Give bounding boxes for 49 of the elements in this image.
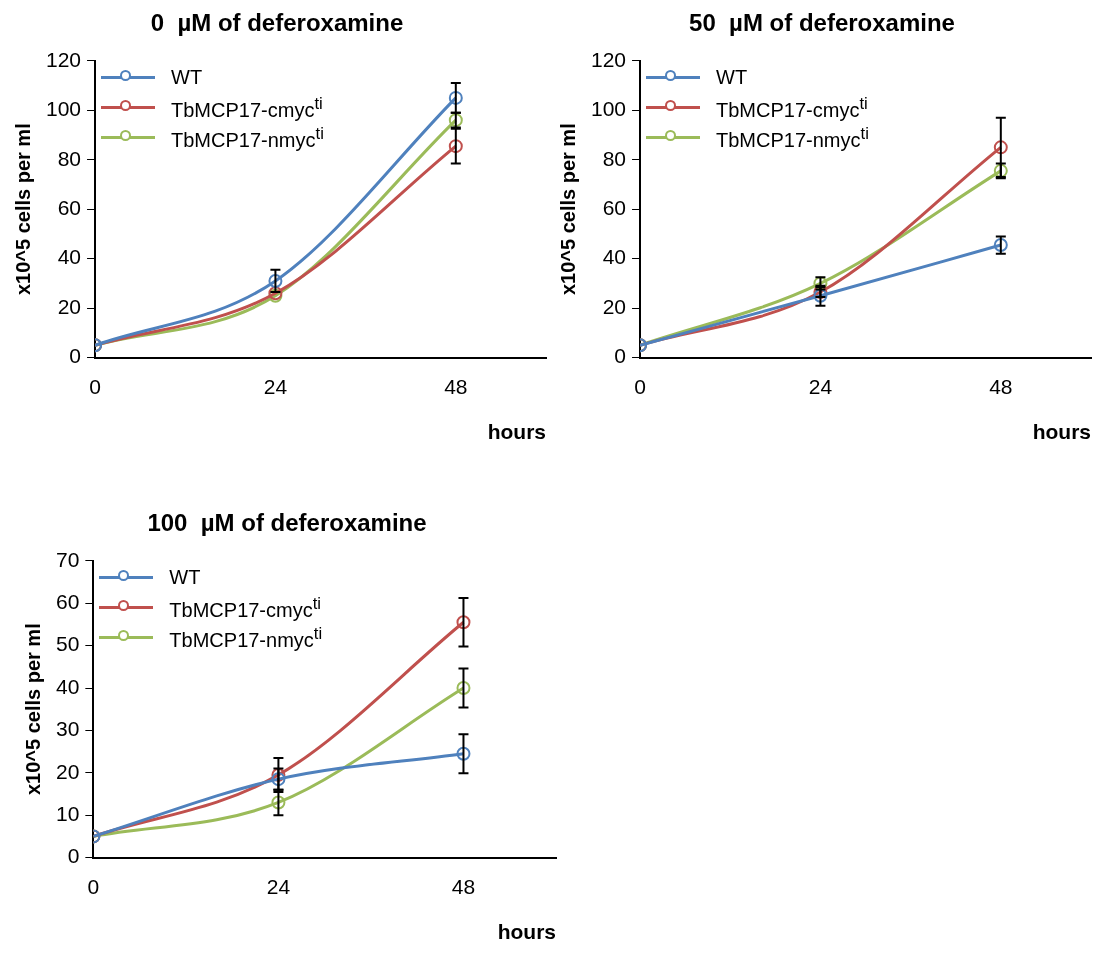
legend-label: WT — [169, 566, 201, 590]
x-tick-label: 24 — [266, 875, 291, 898]
x-tick-label: 48 — [444, 375, 468, 398]
y-axis-title: x10^5 cells per ml — [11, 123, 34, 296]
y-tick-label: 20 — [602, 294, 627, 318]
y-tick-label: 40 — [602, 245, 627, 269]
x-axis-title: hours — [497, 920, 556, 944]
legend-label: TbMCP17-nmyc$^{ti}$ — [169, 623, 323, 652]
y-tick-label: 120 — [45, 47, 82, 71]
chart-title: 0 µM of deferoxamine — [150, 9, 404, 37]
y-axis-title: x10^5 cells per ml — [21, 623, 44, 796]
y-tick-label: 120 — [590, 47, 627, 71]
y-tick-label: 0 — [67, 844, 80, 868]
y-tick-label: 70 — [56, 547, 80, 571]
y-tick-label: 0 — [69, 344, 82, 368]
legend-label: TbMCP17-cmyc$^{ti}$ — [171, 93, 323, 122]
legend-label: TbMCP17-nmyc$^{ti}$ — [716, 123, 869, 152]
legend-label: WT — [171, 66, 203, 90]
x-tick-label: 0 — [89, 375, 101, 398]
y-tick-label: 60 — [57, 196, 82, 219]
y-tick-label: 50 — [56, 632, 80, 656]
chart-title: 50 µM of deferoxamine — [689, 9, 955, 37]
y-tick-label: 100 — [45, 97, 82, 121]
x-tick-label: 24 — [263, 375, 288, 398]
x-axis-title: hours — [487, 420, 546, 444]
y-tick-label: 40 — [57, 245, 82, 269]
x-axis-title: hours — [1032, 420, 1091, 444]
x-tick-label: 48 — [989, 375, 1013, 398]
y-tick-label: 20 — [57, 294, 82, 318]
x-tick-label: 24 — [808, 375, 833, 398]
y-tick-label: 100 — [590, 97, 627, 121]
x-tick-label: 0 — [634, 375, 646, 398]
legend-label: TbMCP17-cmyc$^{ti}$ — [169, 593, 322, 622]
y-axis-title: x10^5 cells per ml — [556, 123, 579, 296]
legend-label: TbMCP17-cmyc$^{ti}$ — [716, 93, 868, 122]
y-tick-label: 40 — [56, 674, 80, 698]
y-tick-label: 10 — [56, 802, 80, 825]
y-tick-label: 30 — [56, 717, 80, 741]
y-tick-label: 60 — [602, 196, 627, 219]
y-tick-label: 60 — [56, 590, 80, 613]
x-tick-label: 0 — [87, 875, 100, 898]
legend-label: WT — [716, 66, 748, 90]
y-tick-label: 0 — [614, 344, 627, 368]
y-tick-label: 80 — [602, 146, 627, 170]
y-tick-label: 80 — [57, 146, 82, 170]
x-tick-label: 48 — [451, 875, 476, 898]
legend-label: TbMCP17-nmyc$^{ti}$ — [171, 123, 324, 152]
chart-title: 100 µM of deferoxamine — [147, 509, 427, 537]
y-tick-label: 20 — [56, 759, 80, 783]
